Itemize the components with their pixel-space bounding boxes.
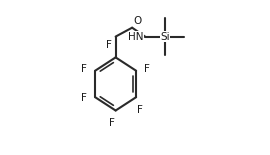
Text: Si: Si — [160, 32, 170, 42]
Text: F: F — [137, 105, 143, 115]
Text: HN: HN — [129, 32, 144, 42]
Text: F: F — [81, 93, 87, 103]
Text: F: F — [81, 64, 87, 74]
Text: F: F — [109, 118, 115, 128]
Text: F: F — [144, 64, 150, 74]
Text: O: O — [134, 16, 142, 26]
Text: F: F — [106, 40, 112, 49]
